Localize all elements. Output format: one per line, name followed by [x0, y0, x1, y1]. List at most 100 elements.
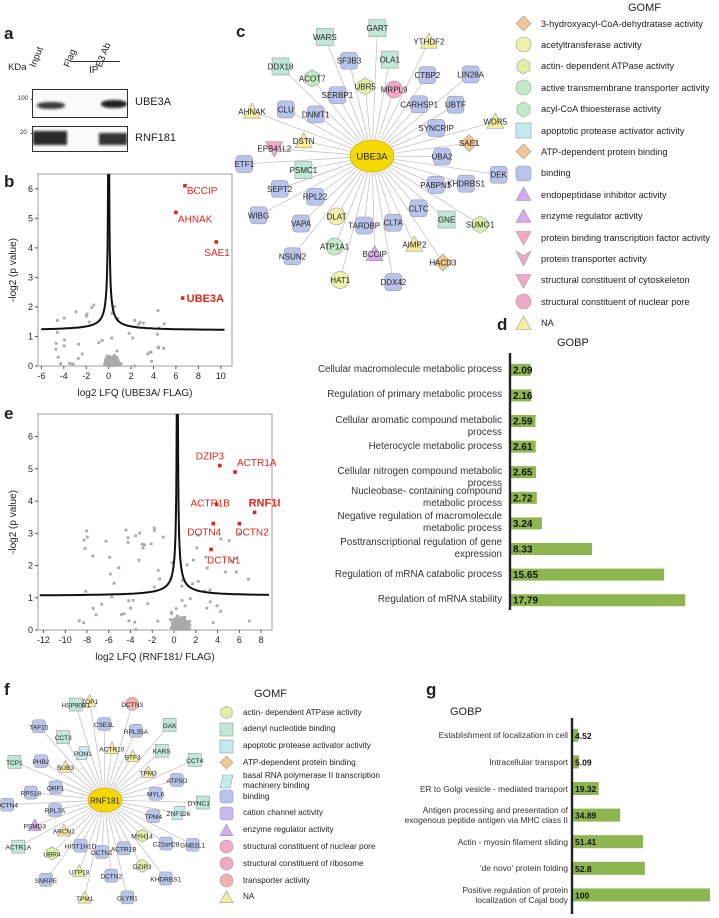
highlight-point-bccip	[183, 184, 187, 188]
legend-swatch	[219, 755, 234, 770]
rsquare-node-icon	[461, 65, 480, 84]
rsquare-node-icon	[48, 780, 63, 795]
node-label: DCTN1	[91, 850, 113, 857]
data-point	[134, 628, 138, 631]
legend-swatch	[516, 101, 531, 117]
data-point	[134, 534, 138, 538]
data-point	[107, 356, 110, 360]
node-dek: DEK	[489, 165, 508, 184]
band-input	[33, 131, 67, 145]
highlight-point-rnf181	[252, 510, 257, 515]
rsquare-node-icon	[427, 119, 445, 137]
category-label: Actin - myosin filament sliding	[457, 836, 568, 847]
hexagon-legend-icon	[220, 705, 233, 720]
highlight-label-dzip3: DZIP3	[196, 452, 225, 463]
triangle-node-icon	[56, 823, 71, 837]
data-point	[182, 627, 186, 631]
highlight-point-actr1b	[214, 502, 219, 507]
legend-label: structural constituent of cytoskeleton	[541, 275, 690, 286]
bar-value-label: 2.61	[513, 442, 533, 453]
node-label: OLA1	[379, 56, 400, 65]
node-cltc: CLTC	[408, 199, 429, 218]
data-point	[56, 319, 59, 322]
highlight-point-ahnak	[174, 210, 178, 215]
node-ubtf: UBTF	[445, 95, 466, 114]
network-edge	[104, 799, 112, 876]
node-label: BCCIP	[363, 250, 387, 259]
node-label: ACTR1B	[111, 846, 137, 853]
highlight-point-actr1a	[233, 470, 237, 474]
node-cct3: CCT3	[55, 730, 72, 744]
data-point	[110, 595, 114, 599]
highlight-label-rnf181: RNF181	[249, 497, 280, 509]
y-tick-label: 1	[28, 593, 33, 603]
data-point	[205, 606, 209, 610]
data-point	[126, 541, 130, 544]
data-point	[178, 622, 182, 625]
node-label: DYNC1H1	[188, 801, 210, 808]
hub-ellipse	[349, 139, 395, 173]
triangle-legend-icon	[515, 207, 532, 223]
triangle-node-icon	[125, 749, 140, 762]
legend-item: endopeptidase inhibitor activity	[514, 185, 667, 204]
network-edge	[18, 799, 106, 848]
node-khdrbs1: KHDRBS1	[447, 174, 485, 193]
data-point	[183, 615, 187, 619]
legend-label: acetyltransferase activity	[541, 39, 642, 50]
bar-chart-g: 4.525.0919.3234.8951.4152.81000204060801…	[570, 718, 710, 914]
rsquare-node-icon	[48, 803, 62, 817]
node-label: KARS	[153, 749, 171, 756]
para-node-icon	[75, 746, 90, 760]
rsquare-node-icon	[433, 147, 451, 166]
data-point	[92, 303, 96, 307]
rsquare-node-icon	[384, 213, 402, 232]
hub-label: RNF181	[90, 797, 120, 806]
node-snrpe: SNRPE	[35, 873, 58, 887]
data-point	[171, 618, 175, 622]
node-label: CCT4	[186, 758, 203, 765]
y-tick-label: 6	[28, 184, 33, 194]
legend-item: active transmembrane transporter activit…	[514, 78, 710, 97]
data-point	[208, 588, 212, 592]
data-point	[156, 309, 160, 312]
threshold-curve-left	[39, 414, 178, 597]
rsquare-node-icon	[276, 100, 295, 119]
data-point	[174, 616, 178, 620]
node-label: SNRPE	[35, 878, 58, 885]
node-label: DCTN3	[121, 702, 143, 709]
node-label: AIMP2	[402, 240, 427, 249]
node-label: BTF3	[125, 754, 141, 761]
network-edge	[84, 799, 106, 898]
data-point	[113, 305, 116, 308]
node-dnmt1: DNMT1	[302, 105, 330, 124]
node-label: CLTA	[384, 219, 404, 228]
node-psmd3: PSMD3	[24, 818, 46, 831]
bar-value-label: 17,79	[513, 596, 538, 607]
node-wdr5: WDR5	[484, 112, 508, 129]
rsquare-node-icon	[120, 890, 135, 905]
data-point	[184, 623, 187, 627]
square-node-icon	[7, 755, 22, 769]
square-node-icon	[316, 28, 334, 46]
node-dctn1: DCTN1	[91, 845, 113, 859]
legend-swatch	[515, 79, 532, 96]
legend-label: basal RNA polymerase II transcription ma…	[243, 771, 380, 791]
data-point	[82, 621, 85, 625]
node-ubr5: UBR5	[354, 77, 376, 96]
legend-swatch	[219, 840, 234, 854]
rsquare-node-icon	[426, 176, 445, 194]
legend-item: apoptotic protease activator activity	[218, 738, 371, 755]
data-point	[114, 363, 117, 367]
bar-value-label: 3.24	[513, 519, 533, 530]
network-edge	[280, 66, 373, 157]
data-point	[118, 363, 122, 367]
data-point	[85, 312, 89, 316]
x-tick-label: 6	[237, 635, 242, 645]
data-point	[211, 621, 215, 625]
node-label: SAE1	[459, 139, 480, 148]
category-label: Regulation of mRNA stability	[377, 594, 502, 606]
rsquare-node-icon	[158, 871, 173, 886]
legend-label: endopeptidase inhibitor activity	[541, 189, 667, 200]
data-point	[158, 577, 161, 581]
legend-item: protein binding transcription factor act…	[514, 228, 710, 247]
